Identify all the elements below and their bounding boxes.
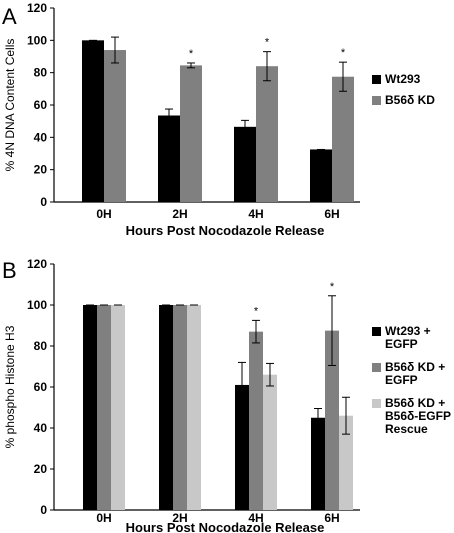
bar	[83, 305, 97, 510]
legend-label-line: EGFP	[385, 373, 418, 387]
legend-label-line: Wt293 +	[385, 324, 431, 338]
legend-label-line: Wt293	[385, 72, 421, 86]
significance-marker: *	[341, 47, 346, 59]
y-tick-label: 80	[34, 66, 48, 80]
panel-label: A	[2, 4, 17, 29]
bar	[97, 305, 111, 510]
bar	[104, 50, 126, 203]
bar	[159, 305, 173, 510]
panel-label: B	[2, 258, 17, 283]
x-tick-label: 6H	[324, 511, 339, 525]
legend-swatch	[372, 399, 381, 408]
bar	[180, 65, 202, 203]
bar	[187, 305, 201, 510]
legend-label-line: EGFP	[385, 337, 418, 351]
legend-label-line: B56δ KD	[385, 93, 435, 107]
x-tick-label: 6H	[324, 207, 339, 221]
x-tick-label: 4H	[248, 207, 263, 221]
y-tick-label: 40	[34, 130, 48, 144]
x-tick-label: 2H	[172, 511, 187, 525]
y-tick-label: 120	[27, 257, 47, 271]
y-tick-label: 0	[40, 195, 47, 209]
bar	[234, 126, 256, 202]
x-tick-label: 0H	[96, 207, 111, 221]
bar	[158, 115, 180, 202]
legend-swatch	[372, 96, 381, 105]
bar	[332, 76, 354, 202]
legend-swatch	[372, 75, 381, 84]
legend-label: Wt293 + EGFP	[385, 324, 431, 351]
bar	[235, 384, 249, 510]
legend-label-line: B56δ-EGFP	[385, 409, 451, 423]
y-tick-label: 60	[34, 380, 48, 394]
significance-marker: *	[254, 305, 259, 317]
legend-label-line: B56δ KD +	[385, 396, 445, 410]
x-tick-label: 2H	[172, 207, 187, 221]
bar	[263, 374, 277, 510]
y-axis-title: % phospho Histone H3	[3, 325, 17, 448]
y-tick-label: 40	[34, 421, 48, 435]
x-axis-title: Hours Post Nocodazole Release	[126, 223, 325, 238]
significance-marker: *	[189, 48, 194, 60]
y-tick-label: 60	[34, 98, 48, 112]
y-tick-label: 20	[34, 462, 48, 476]
bar	[310, 149, 332, 202]
y-tick-label: 80	[34, 339, 48, 353]
significance-marker: *	[265, 37, 270, 49]
legend-label: B56δ KD + EGFP	[385, 360, 445, 387]
panel-a: A 0 20 40 60 80 100 120 % 4N DNA Content Cells 0H…	[2, 1, 435, 238]
legend-label-line: B56δ KD +	[385, 360, 445, 374]
bar	[82, 40, 104, 203]
y-axis-title: % 4N DNA Content Cells	[3, 39, 17, 172]
y-tick-label: 120	[27, 1, 47, 15]
bar	[325, 330, 339, 510]
bar	[339, 415, 353, 510]
legend-label: Wt293	[385, 72, 421, 86]
y-tick-label: 0	[40, 503, 47, 517]
bar	[256, 66, 278, 202]
x-tick-label: 0H	[96, 511, 111, 525]
x-axis-title: Hours Post Nocodazole Release	[126, 520, 325, 533]
bar	[111, 305, 125, 510]
y-tick-label: 100	[27, 298, 47, 312]
x-tick-label: 4H	[248, 511, 263, 525]
legend-label: B56δ KD	[385, 93, 435, 107]
bar	[249, 331, 263, 510]
legend-swatch	[372, 363, 381, 372]
legend-label: B56δ KD + B56δ-EGFP Rescue	[385, 396, 451, 436]
significance-marker: *	[330, 281, 335, 293]
legend-label-line: Rescue	[385, 422, 428, 436]
y-tick-label: 100	[27, 33, 47, 47]
legend-swatch	[372, 327, 381, 336]
y-tick-label: 20	[34, 163, 48, 177]
bar	[173, 305, 187, 510]
panel-b: B 0 20 40 60 80 100 120 % phospho Histone H3 0H 2H…	[2, 257, 451, 533]
bar	[311, 417, 325, 510]
